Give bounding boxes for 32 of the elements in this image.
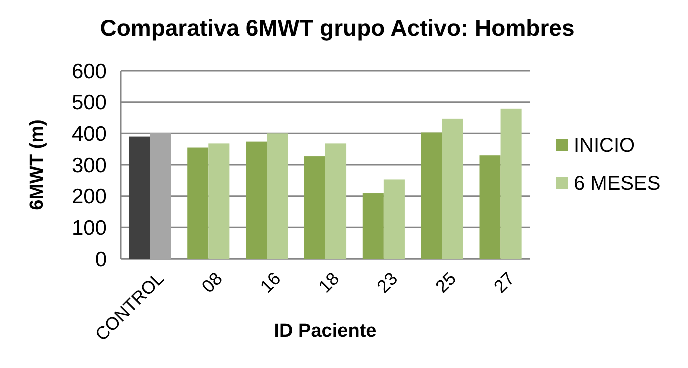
x-tick-label: 23 xyxy=(373,268,402,297)
bar xyxy=(208,144,230,259)
bar xyxy=(267,134,288,259)
y-tick-label: 100 xyxy=(72,217,107,240)
x-tick-label: 16 xyxy=(256,268,285,297)
legend-label: 6 MESES xyxy=(574,173,661,195)
bar xyxy=(150,133,172,259)
bar xyxy=(326,144,347,259)
y-tick-label: 300 xyxy=(72,154,107,178)
y-axis-title: 6MWT (m) xyxy=(27,120,48,210)
y-tick-label: 400 xyxy=(72,123,107,146)
bar xyxy=(500,108,522,259)
y-tick-label: 200 xyxy=(72,186,107,209)
bar xyxy=(362,194,384,259)
x-tick-label: 25 xyxy=(432,268,460,297)
bar xyxy=(384,180,405,259)
x-tick-label: 18 xyxy=(314,268,344,297)
bar xyxy=(421,132,442,259)
bar xyxy=(188,148,209,259)
chart-title: Comparativa 6MWT grupo Activo: Hombres xyxy=(100,15,575,41)
y-tick-label: 600 xyxy=(72,60,107,84)
bar xyxy=(304,156,326,259)
bar xyxy=(480,156,501,259)
bar xyxy=(246,142,268,259)
x-axis-title: ID Paciente xyxy=(274,321,377,342)
x-tick-label: 08 xyxy=(198,268,226,297)
x-tick-label: 27 xyxy=(490,268,519,297)
y-tick-label: 500 xyxy=(72,92,107,115)
y-tick-label: 0 xyxy=(95,248,107,272)
bar xyxy=(442,118,464,259)
legend-label: INICIO xyxy=(574,135,636,157)
bar xyxy=(129,136,150,259)
